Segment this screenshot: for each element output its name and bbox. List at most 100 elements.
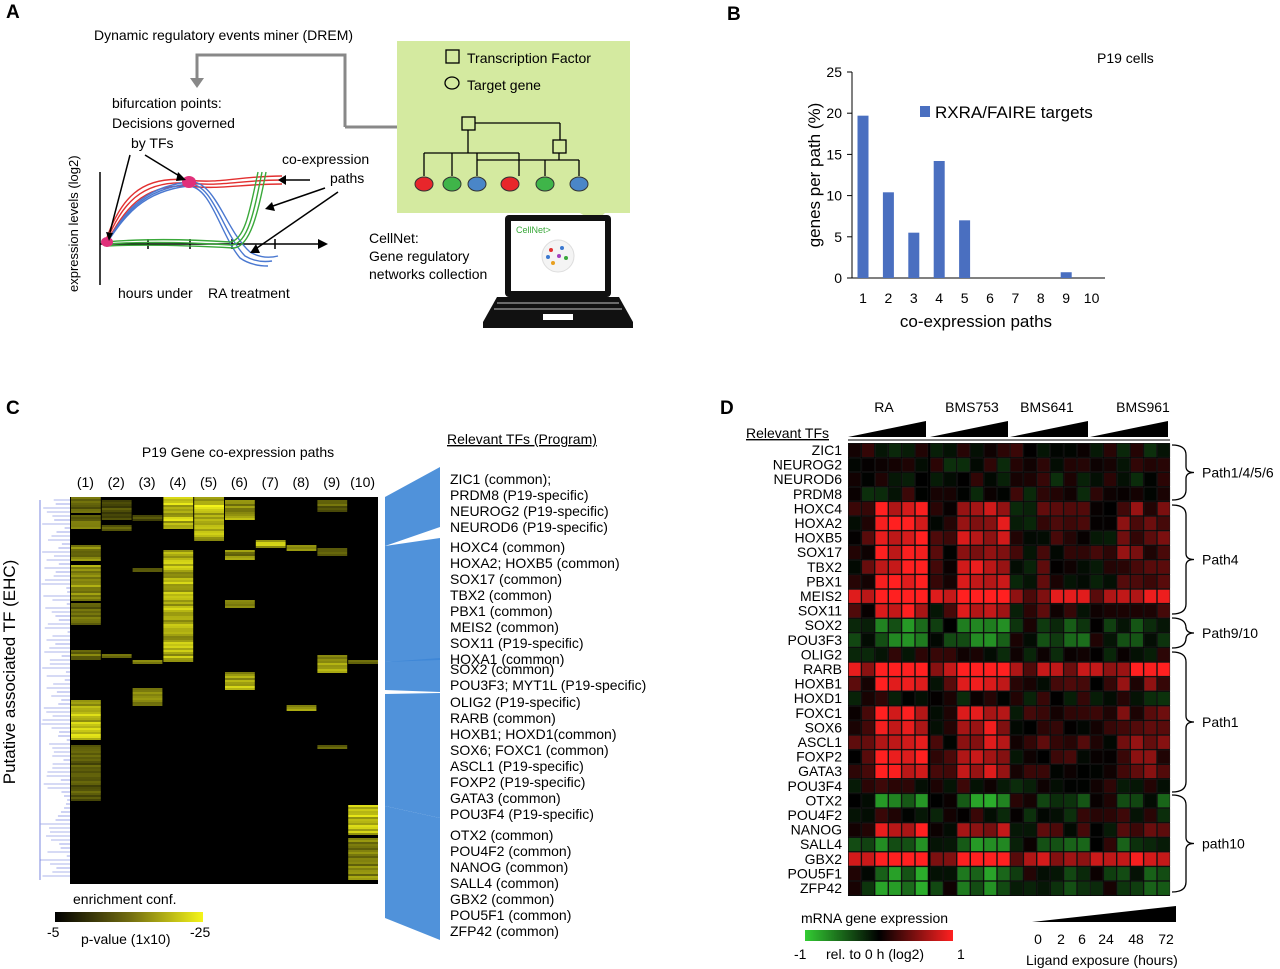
heatmap-d-cell	[997, 808, 1011, 823]
tf-program-item: ZIC1 (common);	[450, 471, 551, 487]
heatmap-d-cell	[915, 852, 929, 867]
heatmap-c-cell	[71, 593, 101, 595]
heatmap-c-cell	[163, 527, 194, 529]
heatmap-d-cell	[1010, 793, 1024, 808]
heatmap-d-cell	[1103, 779, 1117, 794]
heatmap-c-cell	[348, 662, 378, 664]
tf-program-wedge	[385, 806, 440, 940]
heatmap-c-cell	[317, 655, 348, 657]
heatmap-d-cell	[1037, 822, 1050, 837]
heatmap-c-cell	[163, 598, 194, 600]
heatmap-d-cell	[1010, 691, 1024, 706]
chart-xtick-label: 8	[1037, 290, 1045, 306]
heatmap-d-cell	[1023, 881, 1037, 896]
heatmap-d-cell	[1117, 603, 1130, 618]
heatmap-d-cell	[1130, 618, 1144, 633]
dose-wedge	[1010, 421, 1088, 437]
heatmap-c-cell	[71, 505, 101, 507]
heatmap-d-cell	[1103, 560, 1117, 575]
heatmap-d-cell	[861, 472, 875, 487]
heatmap-d-cell	[1023, 516, 1037, 531]
heatmap-c-cell	[163, 507, 194, 509]
heatmap-d-cell	[1050, 691, 1064, 706]
heatmap-c-cell	[101, 502, 132, 504]
heatmap-d-cell	[1010, 837, 1024, 852]
heatmap-c-cell	[163, 622, 194, 624]
heatmap-d-cell	[1090, 574, 1104, 589]
heatmap-d-cell	[875, 516, 888, 531]
heatmap-c-cell	[163, 580, 194, 582]
time-wedge	[1032, 906, 1176, 922]
treatment-labels: RA BMS753 BMS641 BMS961	[874, 399, 1170, 415]
heatmap-d-cell	[915, 793, 929, 808]
heatmap-c-cell	[225, 604, 255, 606]
heatmap-d-cell	[1143, 545, 1157, 560]
heatmap-c-cell	[71, 599, 101, 601]
dose-wedge	[1090, 421, 1168, 437]
treatment-label: BMS753	[945, 399, 999, 415]
heatmap-c-cell	[71, 763, 101, 765]
heatmap-d-cell	[1077, 706, 1091, 721]
heatmap-c-cell	[348, 660, 378, 662]
heatmap-d-cell	[1157, 618, 1171, 633]
tf-program-wedge	[385, 467, 440, 546]
heatmap-d-cell	[861, 720, 875, 735]
heatmap-d-cell	[1157, 808, 1171, 823]
heatmap-d-cell	[888, 706, 902, 721]
heatmap-d-cell	[943, 516, 957, 531]
heatmap-c-cell	[71, 757, 101, 759]
gene-label: SALL4	[800, 836, 842, 852]
heatmap-c-cell	[132, 570, 163, 572]
heatmap-d-cell	[983, 530, 997, 545]
group-brace	[1171, 651, 1195, 793]
expression-legend-title: mRNA gene expression	[801, 910, 948, 926]
network-thumbnail-dots	[546, 246, 568, 265]
heatmap-d-cell	[1143, 618, 1157, 633]
heatmap-d-cell	[848, 472, 862, 487]
legend-tf-label: Transcription Factor	[467, 50, 591, 66]
heatmap-c-cell	[348, 821, 378, 823]
heatmap-d-cell	[848, 633, 862, 648]
heatmap-d-cell	[1090, 487, 1104, 502]
heatmap-d-cell	[888, 764, 902, 779]
heatmap-d-cell	[943, 866, 957, 881]
heatmap-d-cell	[861, 706, 875, 721]
heatmap-d-cell	[970, 633, 984, 648]
heatmap-c-cell	[71, 720, 101, 722]
heatmap-d-cell	[848, 691, 862, 706]
heatmap-d-cell	[848, 866, 862, 881]
heatmap-d-cell	[888, 545, 902, 560]
heatmap-c-cell	[348, 862, 378, 864]
time-tick-label: 6	[1078, 931, 1086, 947]
heatmap-c-cell	[163, 566, 194, 568]
heatmap-d-cell	[1090, 647, 1104, 662]
heatmap-d-cell	[1103, 501, 1117, 516]
heatmap-d-cell	[875, 866, 888, 881]
heatmap-c-cell	[163, 519, 194, 521]
heatmap-d-cell	[875, 749, 888, 764]
heatmap-d-cell	[1143, 866, 1157, 881]
expression-ylabel: expression levels (log2)	[66, 155, 81, 292]
heatmap-d-cell	[1077, 808, 1091, 823]
gene-label: TBX2	[807, 559, 842, 575]
heatmap-d-cell	[1157, 603, 1171, 618]
heatmap-d-cell	[915, 749, 929, 764]
heatmap-d-cell	[1010, 881, 1024, 896]
heatmap-c-cell	[132, 519, 163, 521]
heatmap-d-cell	[943, 443, 957, 458]
expression-colorbar	[805, 930, 953, 941]
heatmap-d-cell	[930, 603, 944, 618]
heatmap-d-cell	[1063, 779, 1077, 794]
heatmap-c-cell	[163, 576, 194, 578]
heatmap-d-cell	[915, 603, 929, 618]
heatmap-d-cell	[983, 852, 997, 867]
heatmap-d-cell	[1023, 735, 1037, 750]
heatmap-d-cell	[888, 443, 902, 458]
heatmap-c-cell	[71, 652, 101, 654]
heatmap-d-cell	[888, 574, 902, 589]
heatmap-c-cell	[163, 654, 194, 656]
heatmap-d-cell	[983, 706, 997, 721]
heatmap-d-cell	[1157, 881, 1171, 896]
heatmap-d-cell	[861, 866, 875, 881]
heatmap-d-cell	[943, 545, 957, 560]
